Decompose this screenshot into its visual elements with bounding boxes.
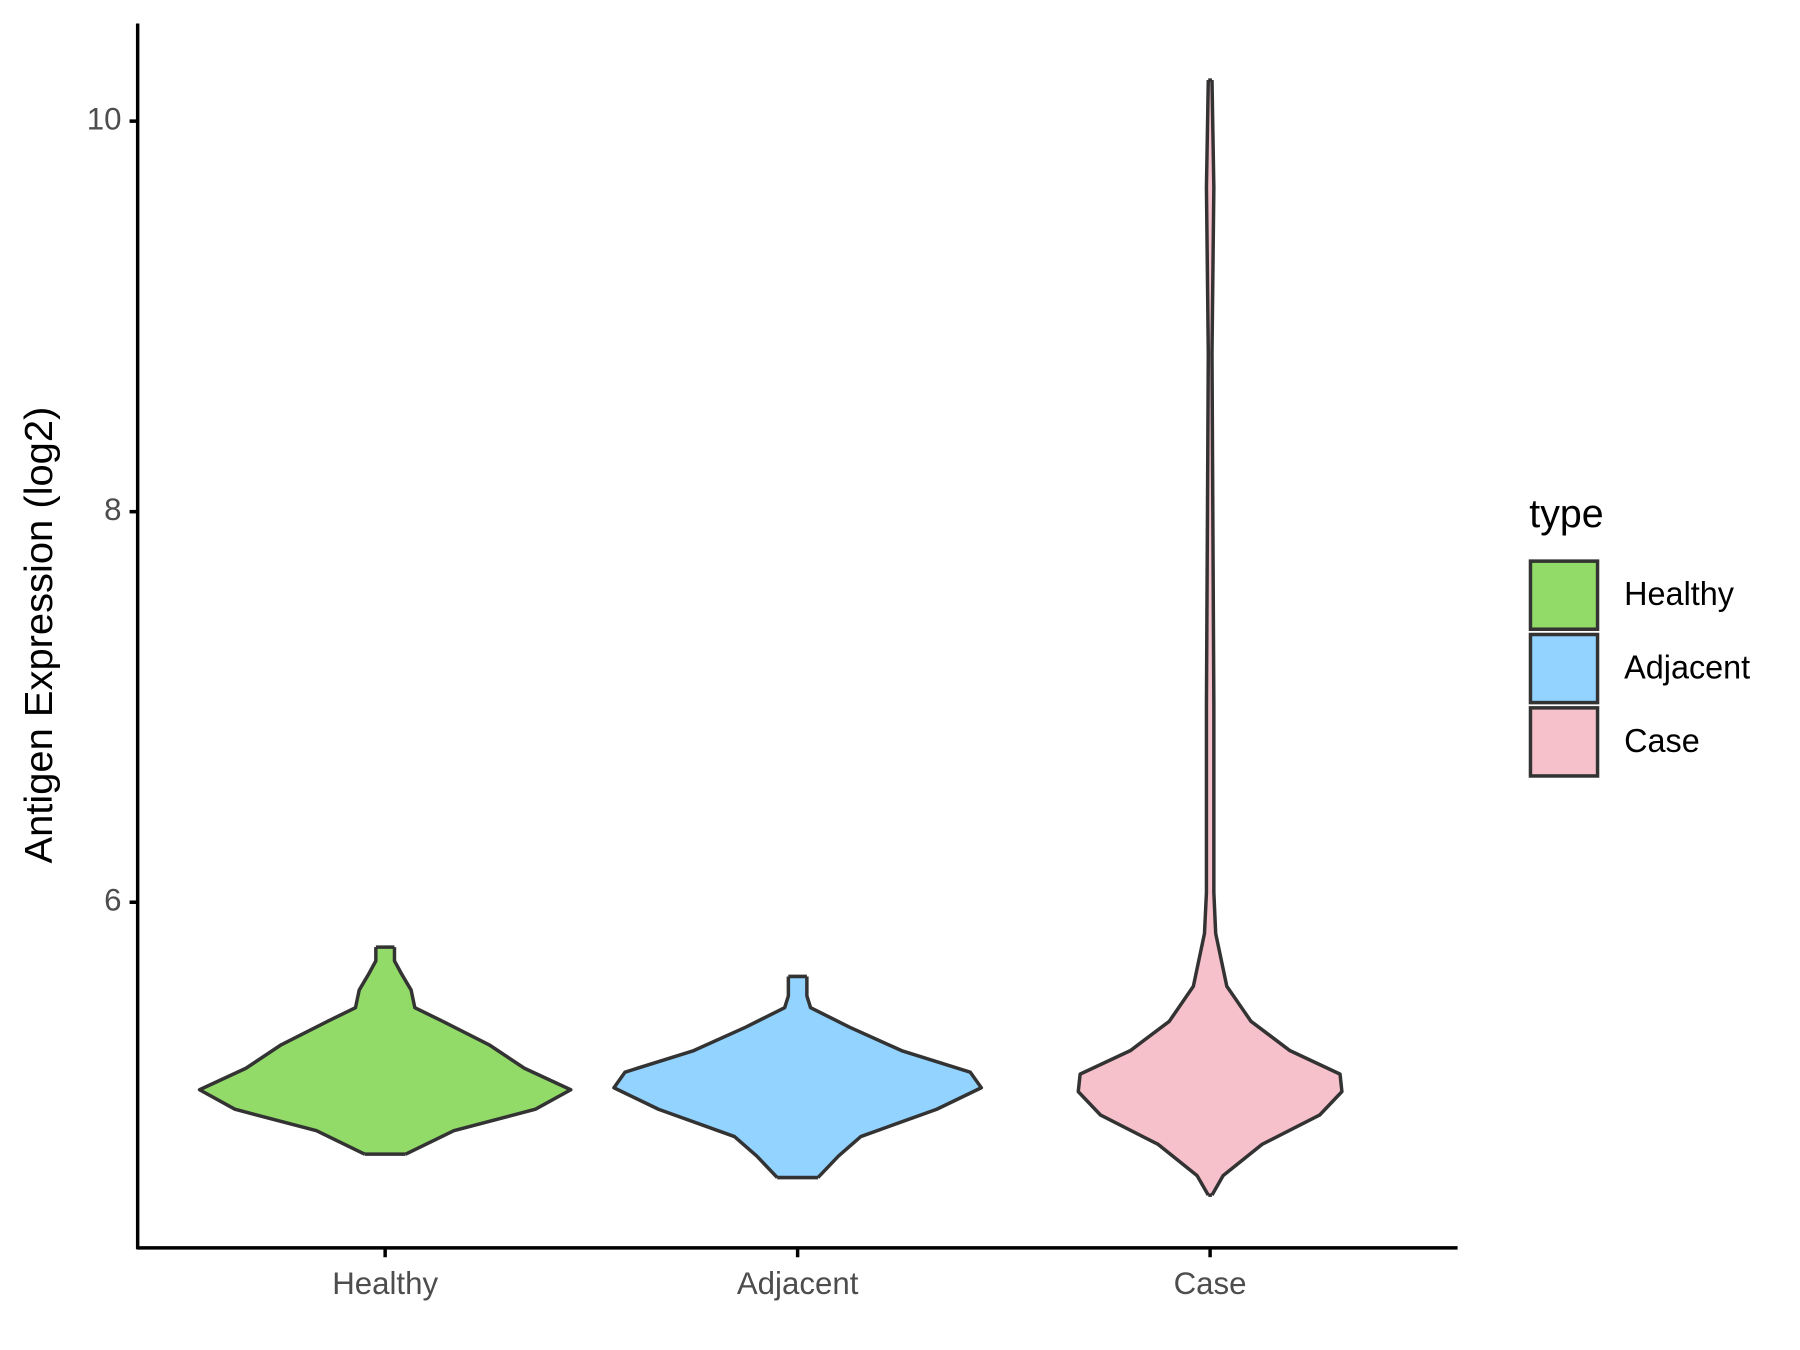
legend-title: type [1529, 492, 1603, 536]
y-axis-label: Antigen Expression (log2) [17, 407, 61, 864]
legend-key [1528, 559, 1600, 631]
legend-label: Case [1624, 722, 1700, 759]
violin-body [613, 976, 982, 1178]
violin-outline [392, 947, 573, 1156]
legend-key [1528, 632, 1600, 705]
violin-outline [1076, 80, 1211, 1197]
legend-key [1528, 706, 1600, 778]
x-tick-label: Adjacent [737, 1266, 859, 1301]
y-tick-label: 8 [104, 492, 121, 527]
violin-outline [1210, 80, 1344, 1197]
legend-label: Healthy [1624, 575, 1734, 612]
legend-label: Adjacent [1624, 648, 1750, 685]
violin-body [1078, 80, 1342, 1196]
violin-body [199, 947, 571, 1155]
y-tick-label: 6 [104, 882, 121, 917]
y-tick-label: 10 [87, 101, 122, 136]
violin-outline [805, 976, 984, 1179]
violin-outline [612, 976, 791, 1179]
x-tick-label: Case [1174, 1266, 1247, 1301]
violin-outline [197, 947, 378, 1156]
x-tick-label: Healthy [332, 1266, 438, 1301]
